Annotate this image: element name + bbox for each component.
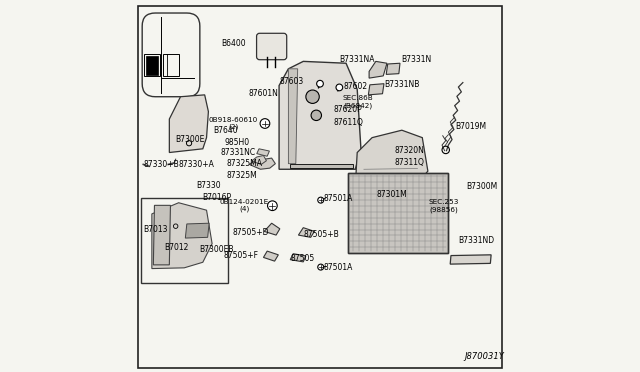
Text: B7331NA: B7331NA bbox=[340, 55, 375, 64]
Text: B7012: B7012 bbox=[164, 243, 189, 252]
Polygon shape bbox=[279, 61, 361, 169]
Bar bbox=[146, 56, 158, 75]
Text: 87501A: 87501A bbox=[324, 263, 353, 272]
Polygon shape bbox=[252, 155, 266, 164]
FancyBboxPatch shape bbox=[257, 33, 287, 60]
Polygon shape bbox=[264, 251, 278, 261]
Text: 87330+B: 87330+B bbox=[143, 160, 179, 169]
Text: B7300M: B7300M bbox=[466, 182, 497, 191]
Polygon shape bbox=[250, 158, 275, 169]
Text: 87331NC: 87331NC bbox=[221, 148, 256, 157]
Circle shape bbox=[318, 197, 324, 203]
Text: 87505: 87505 bbox=[291, 254, 316, 263]
FancyBboxPatch shape bbox=[142, 13, 200, 97]
Polygon shape bbox=[450, 255, 491, 264]
Polygon shape bbox=[291, 254, 306, 262]
Bar bbox=[291, 164, 353, 168]
Text: 87311Q: 87311Q bbox=[394, 158, 424, 167]
Text: 87601N: 87601N bbox=[248, 89, 278, 98]
Text: B7331ND: B7331ND bbox=[458, 236, 495, 245]
Text: 87325MA: 87325MA bbox=[227, 159, 262, 168]
Text: B7300EB: B7300EB bbox=[200, 246, 234, 254]
Text: 87611Q: 87611Q bbox=[333, 118, 364, 126]
Text: B7640: B7640 bbox=[212, 126, 237, 135]
Polygon shape bbox=[369, 84, 384, 95]
Polygon shape bbox=[170, 95, 209, 153]
Polygon shape bbox=[369, 61, 387, 78]
Polygon shape bbox=[186, 223, 209, 238]
Bar bbox=[145, 54, 160, 76]
Text: 87505+F: 87505+F bbox=[224, 251, 259, 260]
Polygon shape bbox=[264, 223, 280, 235]
Circle shape bbox=[260, 119, 270, 128]
Circle shape bbox=[336, 84, 342, 91]
Text: 87505+D: 87505+D bbox=[232, 228, 269, 237]
Polygon shape bbox=[154, 205, 170, 265]
Circle shape bbox=[317, 80, 323, 87]
Text: 0B918-60610
(2): 0B918-60610 (2) bbox=[209, 117, 259, 130]
Text: SEC.86B
(B6842): SEC.86B (B6842) bbox=[342, 95, 373, 109]
Text: 87602: 87602 bbox=[343, 82, 367, 91]
Text: 87505+B: 87505+B bbox=[303, 230, 339, 239]
Text: 985H0: 985H0 bbox=[224, 138, 250, 147]
Polygon shape bbox=[289, 69, 298, 164]
Text: SEC.253
(98856): SEC.253 (98856) bbox=[429, 199, 459, 213]
Text: B7019M: B7019M bbox=[456, 122, 486, 131]
Bar bbox=[163, 54, 179, 76]
Text: B7331NB: B7331NB bbox=[384, 80, 419, 89]
Text: B7016P: B7016P bbox=[202, 193, 232, 202]
Text: B7013: B7013 bbox=[143, 225, 168, 234]
Text: B6400: B6400 bbox=[221, 39, 246, 48]
Text: J870031Y: J870031Y bbox=[465, 352, 504, 361]
Text: 87301M: 87301M bbox=[377, 190, 408, 199]
Text: B7300E: B7300E bbox=[175, 135, 205, 144]
Text: 87603: 87603 bbox=[279, 77, 303, 86]
Polygon shape bbox=[152, 203, 212, 269]
Text: B7330: B7330 bbox=[196, 181, 221, 190]
Bar bbox=[348, 173, 449, 253]
Polygon shape bbox=[355, 130, 428, 186]
Text: 0B124-0201E
(4): 0B124-0201E (4) bbox=[220, 199, 269, 212]
Circle shape bbox=[306, 90, 319, 103]
Text: B7331N: B7331N bbox=[401, 55, 431, 64]
Circle shape bbox=[311, 110, 321, 121]
Text: 87620P: 87620P bbox=[333, 105, 362, 114]
Bar bbox=[348, 173, 449, 253]
Circle shape bbox=[268, 201, 277, 211]
Circle shape bbox=[318, 264, 324, 270]
Polygon shape bbox=[298, 228, 314, 237]
Text: 87501A: 87501A bbox=[324, 194, 353, 203]
Polygon shape bbox=[257, 149, 269, 156]
Text: 87330+A: 87330+A bbox=[179, 160, 214, 169]
Polygon shape bbox=[386, 63, 400, 74]
Bar bbox=[141, 198, 228, 283]
Text: 87320N: 87320N bbox=[394, 146, 424, 155]
Text: 87325M: 87325M bbox=[226, 171, 257, 180]
